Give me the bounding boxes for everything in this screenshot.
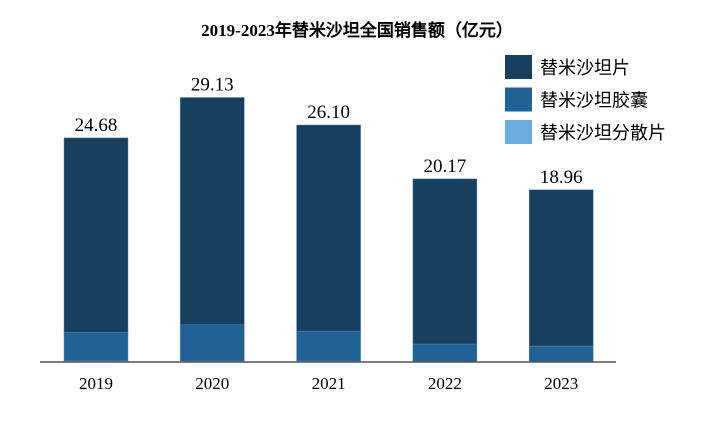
x-tick-label: 2021 bbox=[312, 374, 346, 393]
legend-swatch bbox=[505, 55, 532, 79]
chart-title: 2019-2023年替米沙坦全国销售额（亿元） bbox=[201, 20, 513, 40]
x-tick-label: 2023 bbox=[544, 374, 578, 393]
bar-2019-series-1 bbox=[63, 331, 129, 362]
legend-swatch bbox=[505, 120, 532, 144]
bar-2020-series-1 bbox=[180, 324, 245, 362]
total-label: 20.17 bbox=[424, 156, 467, 177]
legend-label: 替米沙坦胶囊 bbox=[540, 91, 648, 111]
total-label: 29.13 bbox=[191, 74, 234, 95]
bar-2022-series-1 bbox=[412, 343, 478, 363]
total-label: 24.68 bbox=[75, 115, 118, 136]
x-tick-label: 2020 bbox=[195, 374, 229, 393]
legend-label: 替米沙坦片 bbox=[540, 58, 630, 78]
legend-swatch bbox=[505, 87, 532, 112]
bar-2022-series-0 bbox=[412, 178, 478, 345]
bar-2020-series-0 bbox=[180, 97, 245, 326]
x-tick-label: 2019 bbox=[79, 374, 113, 393]
bar-2023-series-1 bbox=[528, 345, 594, 363]
bar-2021-series-0 bbox=[296, 124, 361, 332]
bar-2019-series-0 bbox=[63, 137, 129, 333]
total-label: 26.10 bbox=[307, 102, 350, 123]
bar-2021-series-1 bbox=[296, 330, 361, 362]
x-tick-label: 2022 bbox=[428, 374, 462, 393]
legend-label: 替米沙坦分散片 bbox=[540, 123, 666, 143]
total-label: 18.96 bbox=[540, 167, 583, 188]
bar-2023-series-0 bbox=[528, 189, 594, 347]
